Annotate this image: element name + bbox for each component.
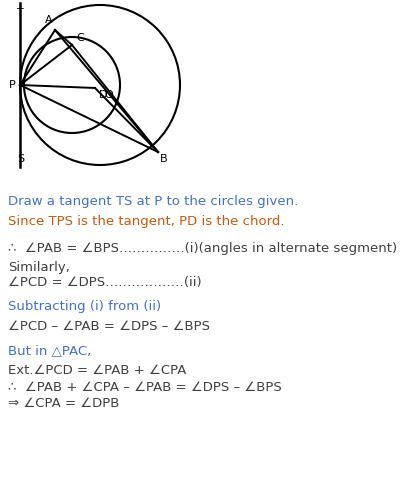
- Text: ⇒ ∠CPA = ∠DPB: ⇒ ∠CPA = ∠DPB: [8, 397, 119, 410]
- Text: Similarly,: Similarly,: [8, 261, 70, 274]
- Text: ∴  ∠PAB + ∠CPA – ∠PAB = ∠DPS – ∠BPS: ∴ ∠PAB + ∠CPA – ∠PAB = ∠DPS – ∠BPS: [8, 381, 282, 394]
- Text: ∠PCD = ∠DPS………………(ii): ∠PCD = ∠DPS………………(ii): [8, 276, 202, 289]
- Text: S: S: [17, 154, 24, 164]
- Text: Since TPS is the tangent, PD is the chord.: Since TPS is the tangent, PD is the chor…: [8, 215, 285, 228]
- Text: B: B: [160, 154, 168, 164]
- Text: Subtracting (i) from (ii): Subtracting (i) from (ii): [8, 300, 161, 313]
- Text: ∠PCD – ∠PAB = ∠DPS – ∠BPS: ∠PCD – ∠PAB = ∠DPS – ∠BPS: [8, 320, 210, 333]
- Text: P: P: [9, 80, 16, 90]
- Text: C: C: [76, 33, 84, 43]
- Text: D: D: [99, 90, 108, 100]
- Text: Ext.∠PCD = ∠PAB + ∠CPA: Ext.∠PCD = ∠PAB + ∠CPA: [8, 364, 186, 377]
- Text: A: A: [45, 15, 53, 25]
- Text: But in △PAC,: But in △PAC,: [8, 344, 91, 357]
- Text: Draw a tangent TS at P to the circles given.: Draw a tangent TS at P to the circles gi…: [8, 195, 298, 208]
- Text: T: T: [17, 8, 24, 18]
- Text: O: O: [104, 90, 113, 100]
- Text: ∴  ∠PAB = ∠BPS……………(i)(angles in alternate segment): ∴ ∠PAB = ∠BPS……………(i)(angles in alternat…: [8, 242, 397, 255]
